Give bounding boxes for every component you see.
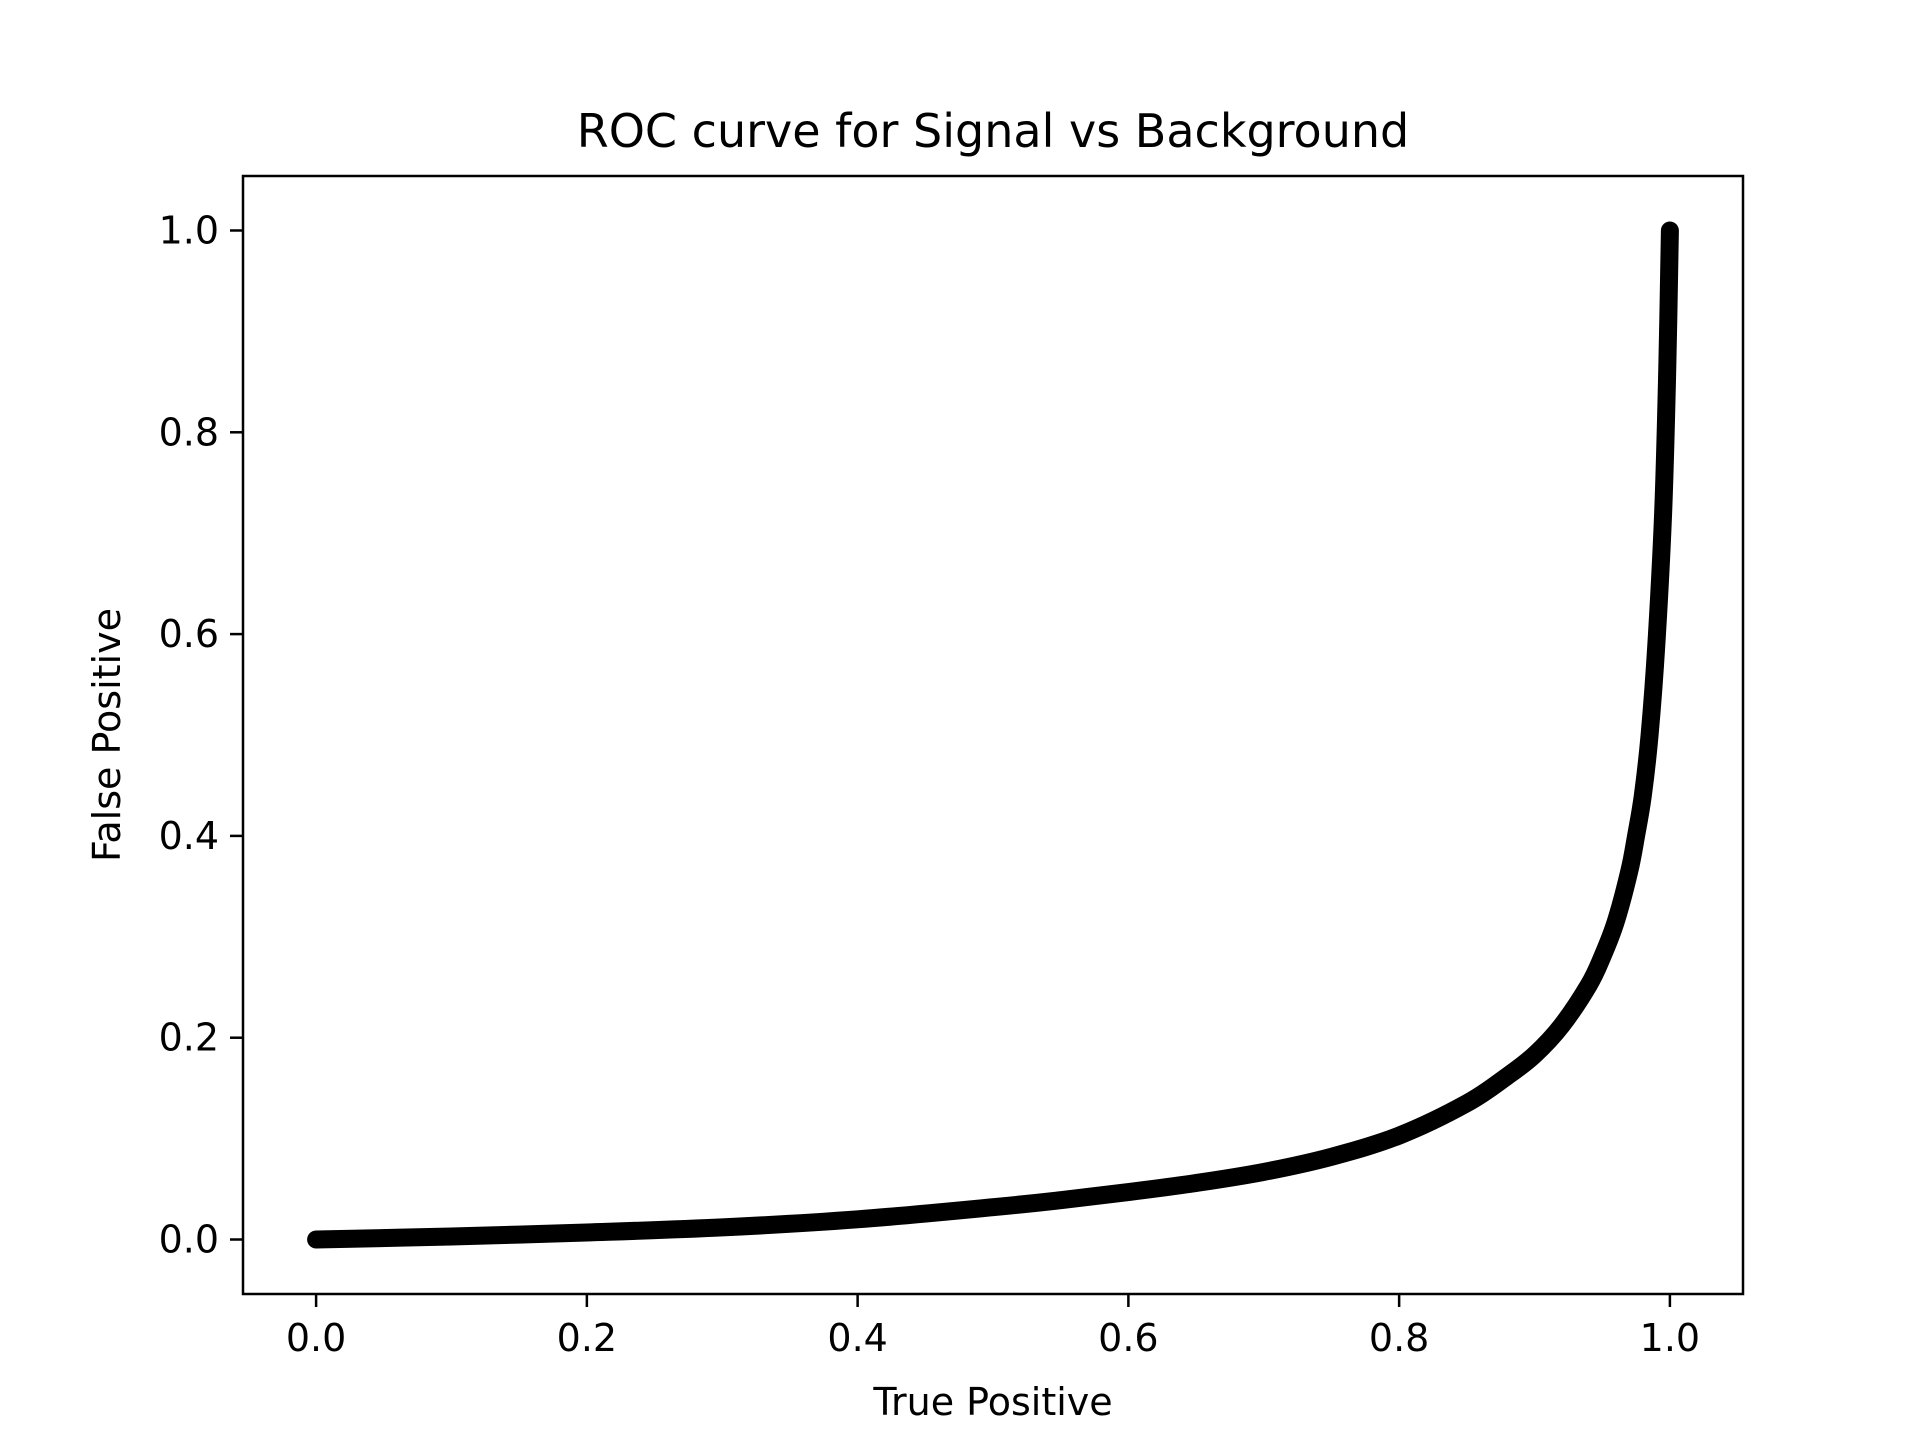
- y-axis-title: False Positive: [85, 608, 129, 862]
- x-tick-label: 1.0: [1640, 1316, 1700, 1360]
- plot-frame: [241, 174, 1745, 1296]
- x-tick-label: 0.6: [1098, 1316, 1158, 1360]
- x-tick-label: 0.8: [1369, 1316, 1429, 1360]
- roc-curve-line: [307, 221, 1679, 1249]
- x-tick-label: 0.4: [827, 1316, 887, 1360]
- chart-title: ROC curve for Signal vs Background: [577, 104, 1409, 158]
- y-tick-label: 1.0: [159, 208, 219, 252]
- ticks-layer: 0.0 0.2 0.4 0.6 0.8 1.0 0.0 0.2 0.4 0.6 0.8 1.0: [159, 208, 1701, 1360]
- x-axis-title: True Positive: [872, 1380, 1112, 1424]
- y-tick-label: 0.6: [159, 612, 219, 656]
- y-tick-label: 0.4: [159, 814, 219, 858]
- x-tick-label: 0.2: [557, 1316, 617, 1360]
- x-tick-label: 0.0: [286, 1316, 346, 1360]
- y-tick-label: 0.2: [159, 1016, 219, 1060]
- y-tick-label: 0.0: [159, 1218, 219, 1262]
- y-tick-label: 0.8: [159, 410, 219, 454]
- lines-layer: [307, 221, 1679, 1249]
